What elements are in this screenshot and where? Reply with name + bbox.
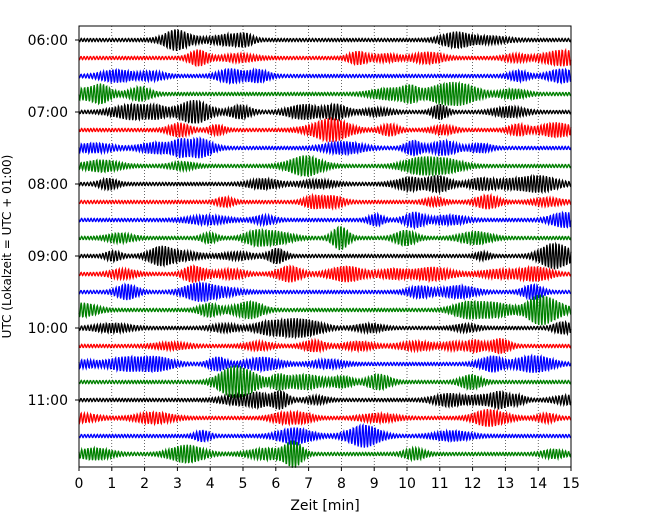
x-tick-label: 11 (431, 476, 449, 492)
trace-0915 (78, 263, 572, 284)
trace-0715 (78, 116, 572, 144)
trace-0630 (78, 67, 572, 85)
trace-0815 (78, 192, 572, 211)
trace-0745 (78, 154, 572, 178)
y-tick-label: 06:00 (28, 33, 68, 49)
x-tick-label: 8 (337, 476, 346, 492)
trace-0800 (78, 173, 572, 195)
trace-1015 (78, 337, 572, 355)
trace-0700 (78, 99, 572, 124)
trace-1115 (78, 408, 572, 427)
trace-0645 (78, 80, 572, 107)
x-tick-label: 2 (140, 476, 149, 492)
y-tick-label: 09:00 (28, 249, 68, 265)
x-tick-label: 15 (562, 476, 580, 492)
trace-0830 (78, 210, 572, 231)
trace-0930 (78, 280, 572, 303)
x-tick-label: 9 (370, 476, 379, 492)
trace-0600 (78, 29, 572, 51)
trace-0945 (78, 294, 572, 326)
trace-0845 (78, 225, 572, 251)
plot-frame (78, 25, 572, 468)
x-tick-label: 14 (529, 476, 547, 492)
x-axis: 0 1 2 3 4 5 6 7 8 9 10 11 12 13 14 15 (75, 467, 580, 492)
x-tick-label: 13 (496, 476, 514, 492)
trace-0900 (78, 241, 572, 270)
x-tick-label: 1 (107, 476, 116, 492)
x-tick-label: 0 (75, 476, 84, 492)
x-tick-label: 7 (304, 476, 313, 492)
x-tick-label: 4 (206, 476, 215, 492)
x-tick-label: 12 (464, 476, 482, 492)
x-tick-label: 10 (398, 476, 416, 492)
x-tick-label: 6 (271, 476, 280, 492)
y-tick-label: 08:00 (28, 177, 68, 193)
x-tick-label: 3 (173, 476, 182, 492)
seismogram-traces (78, 29, 572, 468)
trace-1030 (78, 353, 572, 374)
y-tick-label: 10:00 (28, 321, 68, 337)
x-axis-label: Zeit [min] (290, 498, 359, 514)
y-axis-label: UTC (Lokalzeit = UTC + 01:00) (0, 155, 14, 339)
trace-1000 (78, 316, 572, 340)
trace-1130 (78, 423, 572, 448)
trace-0730 (78, 135, 572, 159)
y-tick-label: 07:00 (28, 105, 68, 121)
y-tick-label: 11:00 (28, 393, 68, 409)
trace-0615 (78, 47, 572, 68)
trace-1100 (78, 389, 572, 411)
y-axis: 06:00 07:00 08:00 09:00 10:00 11:00 (28, 33, 79, 409)
trace-1145 (78, 440, 572, 468)
trace-1045 (78, 365, 572, 398)
x-tick-label: 5 (239, 476, 248, 492)
